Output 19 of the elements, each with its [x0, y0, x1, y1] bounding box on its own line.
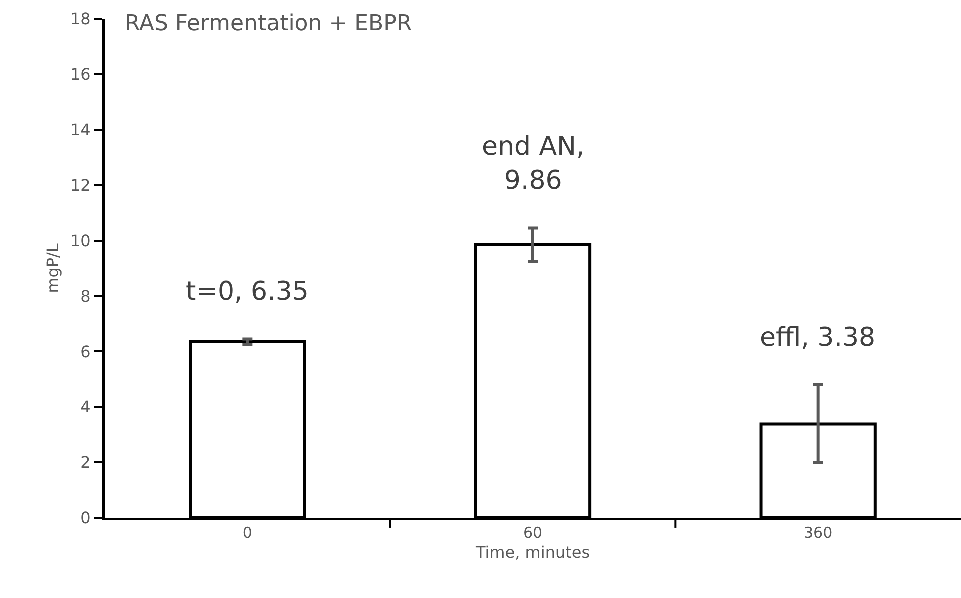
y-tick-label: 18 — [70, 10, 91, 29]
y-tick-label: 12 — [70, 176, 91, 195]
y-tick-label: 14 — [70, 120, 91, 140]
y-axis-title: mgP/L — [43, 244, 62, 294]
data-label: effl, 3.38 — [760, 323, 876, 353]
data-label: t=0, 6.35 — [186, 277, 309, 307]
y-tick-label: 6 — [80, 342, 91, 362]
x-tick-label: 60 — [523, 524, 543, 542]
x-axis-title: Time, minutes — [474, 543, 590, 562]
y-tick-label: 16 — [70, 65, 91, 84]
x-tick-label: 0 — [242, 524, 252, 542]
y-tick-label: 10 — [70, 231, 91, 250]
y-tick-label: 2 — [80, 453, 91, 472]
y-tick-label: 4 — [80, 398, 91, 417]
x-tick-label: 360 — [804, 524, 833, 542]
y-tick-label: 8 — [80, 286, 91, 306]
data-label: end AN, 9.86 — [482, 132, 585, 196]
y-tick-label: 0 — [80, 508, 91, 528]
chart-title: RAS Fermentation + EBPR — [125, 11, 412, 36]
